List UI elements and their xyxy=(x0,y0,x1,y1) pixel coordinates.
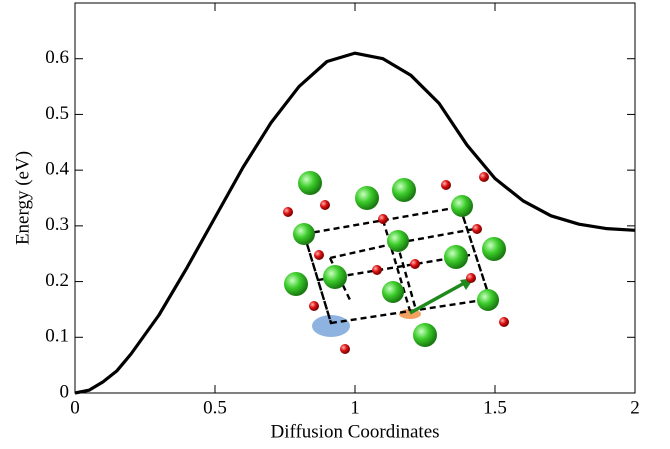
x-tick-label: 0 xyxy=(70,397,80,418)
y-tick-label: 0.6 xyxy=(45,47,69,68)
x-axis-label: Diffusion Coordinates xyxy=(270,421,439,442)
y-tick-label: 0.5 xyxy=(45,103,69,124)
y-tick-label: 0.4 xyxy=(45,159,69,180)
x-tick-label: 0.5 xyxy=(203,397,227,418)
y-axis-label: Energy (eV) xyxy=(12,151,33,245)
x-tick-label: 1 xyxy=(350,397,360,418)
y-tick-label: 0.1 xyxy=(45,326,69,347)
y-tick-label: 0 xyxy=(60,381,70,402)
y-tick-label: 0.2 xyxy=(45,270,69,291)
x-tick-label: 1.5 xyxy=(483,397,507,418)
energy-curve xyxy=(74,51,636,395)
y-tick-label: 0.3 xyxy=(45,214,69,235)
x-tick-label: 2 xyxy=(630,397,640,418)
structure-inset xyxy=(283,171,509,354)
